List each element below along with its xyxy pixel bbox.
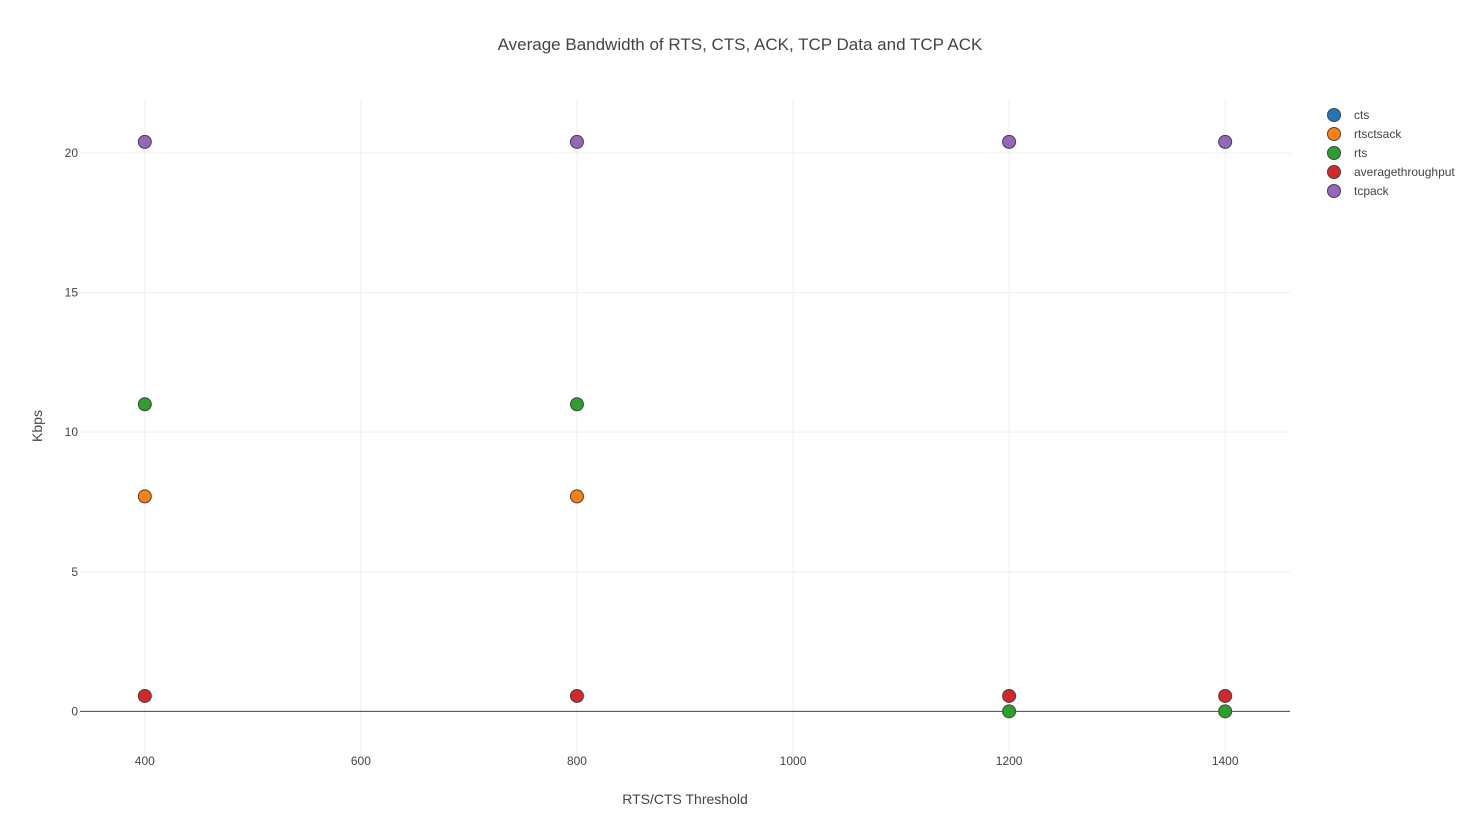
data-point-tcpack[interactable] (1218, 134, 1233, 149)
x-tick-label: 1400 (1212, 754, 1239, 768)
legend-marker (1327, 146, 1341, 160)
y-axis-ticks: 0 5 10 15 20 (65, 146, 79, 718)
legend[interactable]: cts rtsctsack rts averagethroughput tcpack (1327, 108, 1456, 198)
legend-label: averagethroughput (1354, 165, 1455, 179)
legend-marker (1327, 127, 1341, 141)
legend-item-rts[interactable]: rts (1327, 146, 1368, 160)
y-axis-title: Kbps (29, 410, 45, 442)
legend-marker (1327, 184, 1341, 198)
legend-label: tcpack (1354, 184, 1390, 198)
x-axis-ticks: 400 600 800 1000 1200 1400 (135, 754, 1239, 768)
data-point-tcpack[interactable] (569, 134, 584, 149)
legend-marker (1327, 165, 1341, 179)
data-point-rts[interactable] (569, 397, 584, 412)
data-point-tcpack[interactable] (1002, 134, 1017, 149)
y-tick-label: 0 (71, 704, 78, 718)
legend-label: rts (1354, 146, 1367, 160)
grid (80, 100, 1290, 756)
legend-label: rtsctsack (1354, 127, 1402, 141)
y-tick-label: 10 (65, 425, 79, 439)
legend-item-averagethroughput[interactable]: averagethroughput (1327, 165, 1456, 179)
x-tick-label: 400 (135, 754, 155, 768)
y-tick-label: 5 (71, 565, 78, 579)
legend-item-rtsctsack[interactable]: rtsctsack (1327, 127, 1403, 141)
data-point-rts[interactable] (137, 397, 152, 412)
x-tick-label: 800 (567, 754, 587, 768)
data-point-rts[interactable] (1218, 704, 1233, 719)
data-point-averagethroughput[interactable] (1218, 688, 1233, 703)
data-point-rtsctsack[interactable] (569, 489, 584, 504)
data-point-averagethroughput[interactable] (1002, 688, 1017, 703)
y-tick-label: 15 (65, 286, 79, 300)
x-tick-label: 600 (351, 754, 371, 768)
legend-item-cts[interactable]: cts (1327, 108, 1370, 122)
legend-label: cts (1354, 108, 1369, 122)
data-point-tcpack[interactable] (137, 134, 152, 149)
x-tick-label: 1200 (996, 754, 1023, 768)
legend-item-tcpack[interactable]: tcpack (1327, 184, 1390, 198)
legend-marker (1327, 108, 1341, 122)
x-axis-title: RTS/CTS Threshold (622, 791, 748, 807)
data-point-rtsctsack[interactable] (137, 489, 152, 504)
y-tick-label: 20 (65, 146, 79, 160)
data-point-averagethroughput[interactable] (137, 688, 152, 703)
data-markers (137, 134, 1233, 719)
data-point-averagethroughput[interactable] (569, 688, 584, 703)
data-point-rts[interactable] (1002, 704, 1017, 719)
x-tick-label: 1000 (780, 754, 807, 768)
chart-title: Average Bandwidth of RTS, CTS, ACK, TCP … (498, 35, 983, 54)
